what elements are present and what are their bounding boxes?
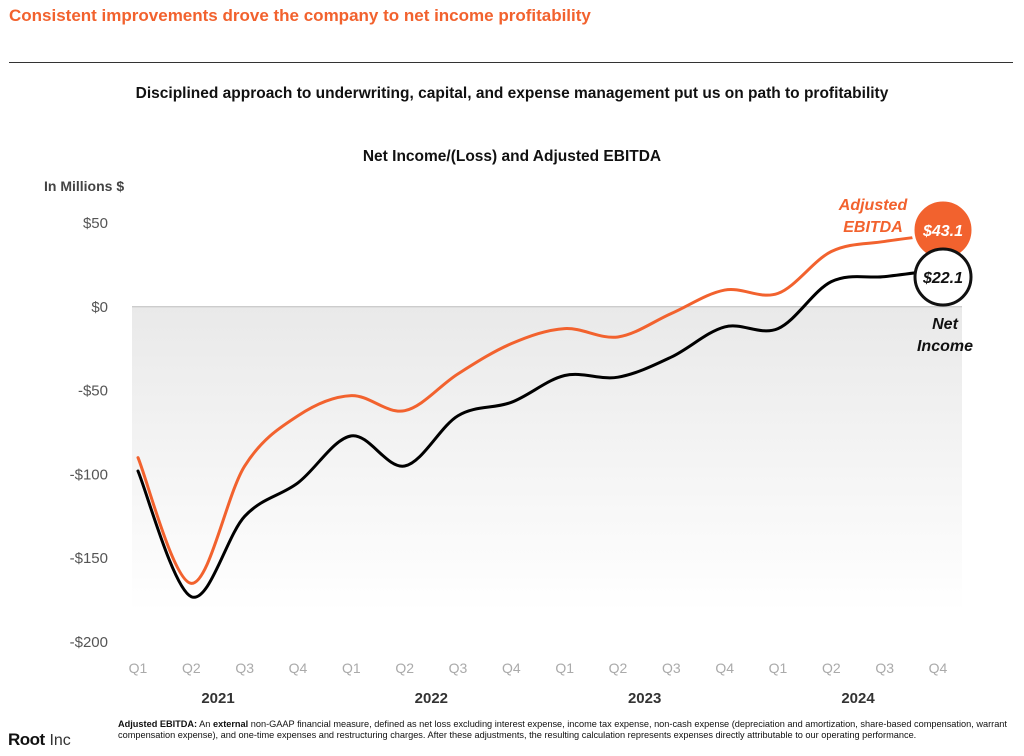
y-tick-label: -$100 <box>70 466 108 483</box>
series-label-line: Net <box>932 316 958 333</box>
net-income-end-value: $22.1 <box>922 270 963 287</box>
footnote: Adjusted EBITDA: An external non-GAAP fi… <box>118 719 1018 741</box>
series-label-line: Adjusted <box>838 197 909 214</box>
net-income-end-marker: $22.1 <box>913 247 973 307</box>
end-labels: $43.1 $22.1 Adjusted EBITDA Net Income <box>838 197 975 355</box>
y-tick-label: -$200 <box>70 634 108 651</box>
footnote-emphasis: external <box>212 719 249 729</box>
year-label: 2022 <box>415 690 448 707</box>
x-tick-label: Q1 <box>342 660 361 676</box>
year-label: 2024 <box>841 690 875 707</box>
y-tick-label: -$50 <box>78 383 108 400</box>
x-tick-label: Q1 <box>555 660 574 676</box>
y-axis-ticks: $50 $0 -$50 -$100 -$150 -$200 <box>70 215 108 651</box>
logo-name: Root <box>8 730 45 749</box>
series-line <box>136 268 940 599</box>
negative-region-shade <box>132 306 962 612</box>
x-tick-label: Q3 <box>662 660 681 676</box>
x-tick-label: Q3 <box>235 660 254 676</box>
x-tick-label: Q3 <box>449 660 468 676</box>
subheadline: Disciplined approach to underwriting, ca… <box>135 85 889 102</box>
footnote-text: non-GAAP financial measure, defined as n… <box>118 719 1007 740</box>
x-tick-label: Q3 <box>875 660 894 676</box>
divider <box>9 62 1013 63</box>
footnote-term: Adjusted EBITDA: <box>118 719 198 729</box>
x-tick-label: Q2 <box>182 660 201 676</box>
footnote-pre: An <box>197 719 213 729</box>
y-tick-label: $50 <box>83 215 108 232</box>
year-label: 2023 <box>628 690 661 707</box>
chart-title: Net Income/(Loss) and Adjusted EBITDA <box>362 148 662 165</box>
x-tick-label: Q2 <box>609 660 628 676</box>
x-tick-label: Q1 <box>769 660 788 676</box>
company-logo: Root Inc <box>8 730 71 750</box>
x-tick-label: Q2 <box>822 660 841 676</box>
y-tick-label: -$150 <box>70 550 108 567</box>
year-labels: 2021 2022 2023 2024 <box>201 690 875 707</box>
x-tick-label: Q4 <box>502 660 521 676</box>
x-axis-ticks: Q1 Q2 Q3 Q4 Q1 Q2 Q3 Q4 Q1 Q2 Q3 Q4 Q1 Q2 Q3 Q4 <box>129 660 948 676</box>
headline: Consistent improvements drove the compan… <box>9 6 591 25</box>
series-line <box>136 233 940 585</box>
series-lines <box>136 233 940 599</box>
ebitda-end-value: $43.1 <box>922 223 963 240</box>
ebitda-series-label: Adjusted EBITDA <box>838 197 909 236</box>
x-tick-label: Q4 <box>715 660 734 676</box>
series-label-line: EBITDA <box>843 219 903 236</box>
x-tick-label: Q4 <box>289 660 308 676</box>
y-tick-label: $0 <box>91 299 108 316</box>
net-income-series-label: Net Income <box>917 316 973 355</box>
series-label-line: Income <box>917 338 973 355</box>
year-label: 2021 <box>201 690 234 707</box>
y-axis-label: In Millions $ <box>44 178 125 194</box>
logo-suffix: Inc <box>49 732 71 749</box>
x-tick-label: Q2 <box>395 660 414 676</box>
x-tick-label: Q1 <box>129 660 148 676</box>
x-tick-label: Q4 <box>929 660 948 676</box>
